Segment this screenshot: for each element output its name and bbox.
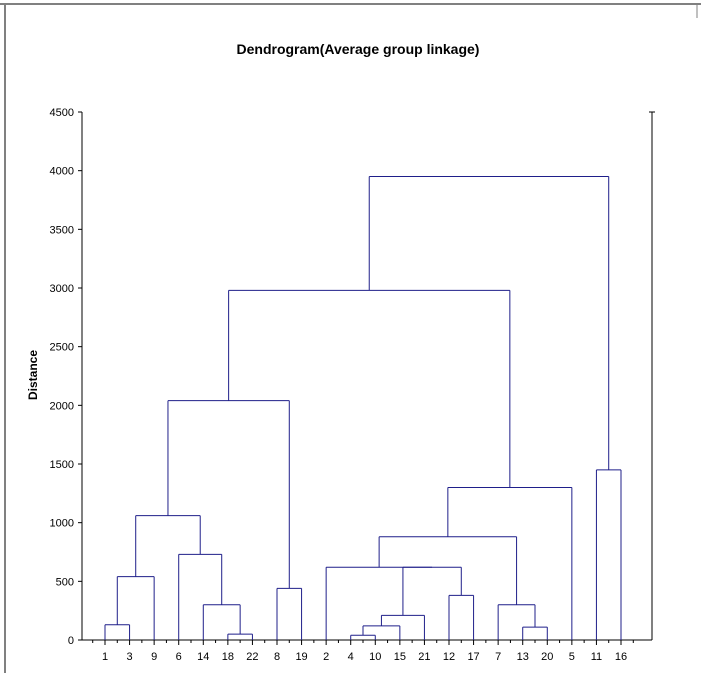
x-tick-label: 3	[127, 651, 133, 663]
y-tick-label: 3500	[50, 224, 74, 236]
x-tick-label: 8	[274, 651, 280, 663]
y-axis-ticks: 0 500 1000 1500 2000 2500 3000 3500 4000 4500	[50, 107, 82, 647]
x-tick-label: 20	[541, 651, 553, 663]
y-axis-label: Distance	[26, 350, 40, 400]
x-tick-label: 18	[222, 651, 234, 663]
y-tick-label: 0	[68, 635, 74, 647]
chart-title: Dendrogram(Average group linkage)	[237, 41, 480, 57]
x-tick-label: 12	[443, 651, 455, 663]
y-tick-label: 3000	[50, 283, 74, 295]
x-axis-leaf-labels: 1 3 9 6 14 18 22 8 19 2 4 10 15 21 12 17 7 13 20 5 11 16	[92, 640, 634, 663]
x-tick-label: 21	[418, 651, 430, 663]
y-tick-label: 2000	[50, 400, 74, 412]
x-tick-label: 7	[495, 651, 501, 663]
x-tick-label: 17	[467, 651, 479, 663]
y-tick-label: 4500	[50, 107, 74, 119]
x-tick-label: 11	[591, 651, 602, 663]
x-tick-label: 1	[102, 651, 108, 663]
x-tick-label: 6	[176, 651, 182, 663]
x-tick-label: 16	[615, 651, 627, 663]
x-tick-label: 14	[197, 651, 209, 663]
y-tick-label: 4000	[50, 166, 74, 178]
y-tick-label: 1000	[50, 518, 74, 530]
x-tick-label: 5	[569, 651, 575, 663]
axes	[81, 111, 655, 641]
x-tick-label: 9	[151, 651, 157, 663]
x-tick-label: 13	[517, 651, 529, 663]
y-tick-label: 2500	[50, 342, 74, 354]
x-tick-label: 15	[394, 651, 406, 663]
dendrogram-links	[104, 176, 622, 640]
x-tick-label: 10	[369, 651, 381, 663]
x-tick-label: 4	[348, 651, 354, 663]
x-tick-label: 19	[295, 651, 307, 663]
x-tick-label: 22	[246, 651, 258, 663]
x-tick-label: 2	[323, 651, 329, 663]
y-tick-label: 1500	[50, 459, 74, 471]
y-tick-label: 500	[56, 576, 74, 588]
